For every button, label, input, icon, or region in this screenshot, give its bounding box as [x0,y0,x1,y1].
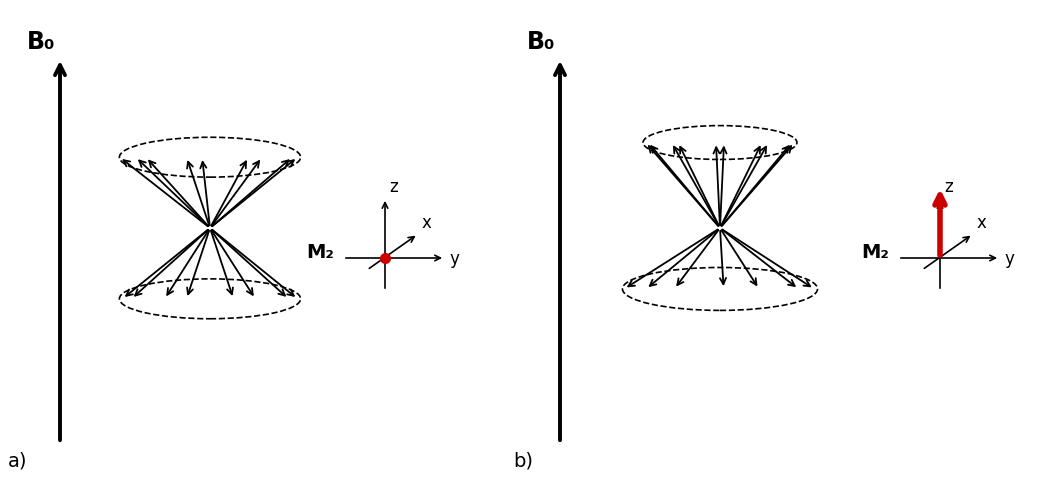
Text: y: y [449,249,458,267]
Text: x: x [422,214,432,231]
Text: z: z [389,178,397,196]
Text: B₀: B₀ [527,30,555,54]
Text: B₀: B₀ [26,30,55,54]
Text: x: x [977,214,987,231]
Text: b): b) [513,451,533,470]
Text: y: y [1004,249,1014,267]
Text: z: z [944,178,953,196]
Text: M₂: M₂ [306,243,334,262]
Text: M₂: M₂ [861,243,889,262]
Text: a): a) [8,451,27,470]
